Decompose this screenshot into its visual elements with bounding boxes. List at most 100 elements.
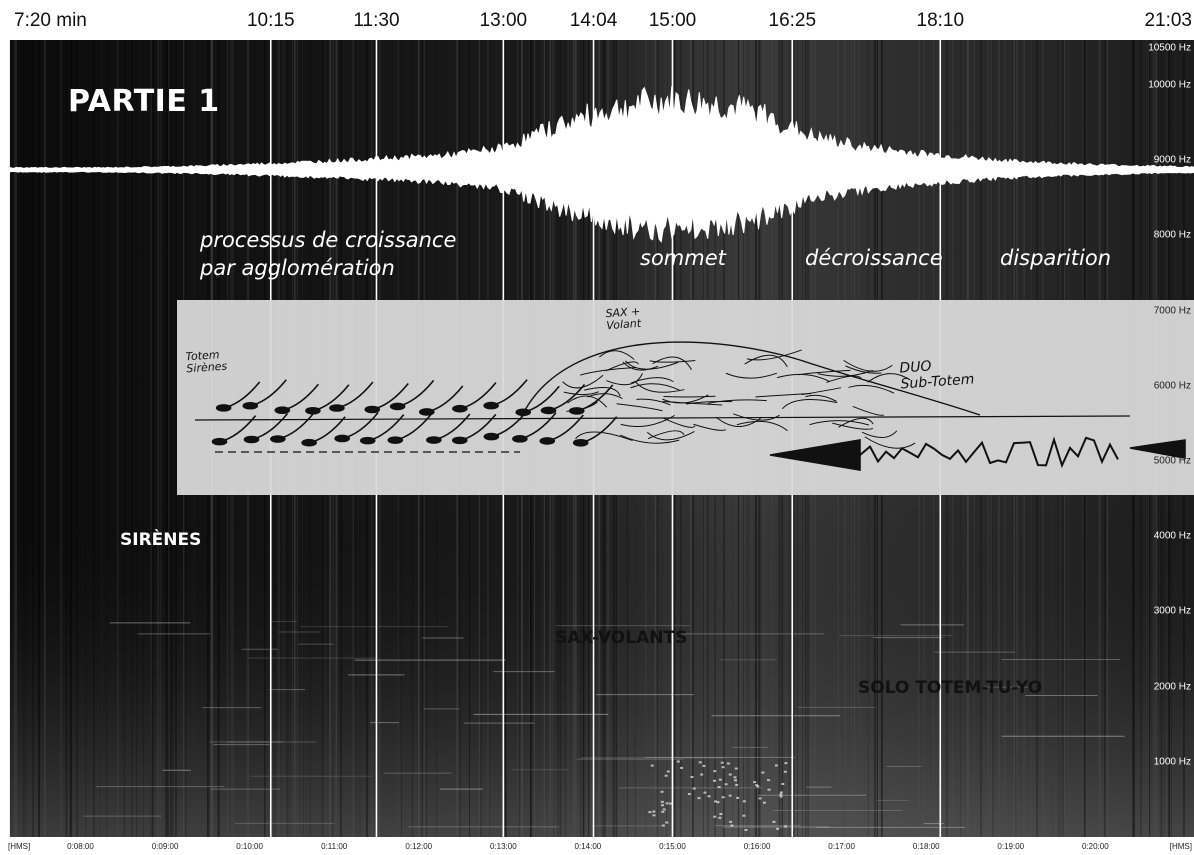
siren-note-head xyxy=(539,437,556,445)
cloud-scribble xyxy=(584,386,621,397)
climax-partial xyxy=(692,787,696,790)
cloud-scribble xyxy=(636,398,671,406)
cloud-scribble xyxy=(662,417,696,428)
siren-note-head xyxy=(540,406,557,415)
siren-note-head xyxy=(215,404,232,412)
climax-partial xyxy=(664,774,668,777)
cloud-scribble xyxy=(809,420,870,426)
cloud-scribble xyxy=(848,384,895,394)
frequency-tick-label: 8000 Hz xyxy=(1153,229,1191,241)
frequency-tick-label: 4000 Hz xyxy=(1153,530,1191,542)
time-tick-label: 0:15:00 xyxy=(659,842,686,851)
climax-partial xyxy=(784,762,788,765)
climax-partial xyxy=(721,796,725,799)
climax-partial xyxy=(713,815,717,818)
cloud-scribble xyxy=(838,417,874,428)
time-tick-label: 0:16:00 xyxy=(743,842,771,851)
time-tick-label: 0:10:00 xyxy=(236,842,263,851)
cloud-scribble xyxy=(605,361,639,372)
climax-partial xyxy=(781,783,785,786)
siren-note-head xyxy=(572,438,589,447)
climax-partial xyxy=(666,770,670,773)
cloud-scribble xyxy=(805,394,837,402)
climax-partial xyxy=(660,790,664,793)
climax-partial xyxy=(744,829,748,832)
climax-partial xyxy=(776,827,780,830)
climax-partial xyxy=(733,776,737,779)
cloud-scribble xyxy=(817,369,873,377)
siren-note-head xyxy=(483,432,500,441)
cloud-scribble xyxy=(646,431,695,441)
climax-partial xyxy=(702,764,706,767)
waveform-envelope xyxy=(9,86,1194,243)
frequency-tick-label: 9000 Hz xyxy=(1153,154,1191,166)
cloud-scribble xyxy=(867,373,911,383)
climax-partial xyxy=(772,820,776,823)
score-overlay-panel xyxy=(177,300,1194,495)
time-tick-label: 0:11:00 xyxy=(321,842,348,851)
frequency-tick-label: 1000 Hz xyxy=(1153,756,1191,768)
climax-partial xyxy=(680,766,684,769)
siren-note-head xyxy=(274,406,291,415)
time-marker-label: 10:15 xyxy=(246,10,295,31)
climax-partial xyxy=(713,779,717,782)
climax-partial xyxy=(718,778,722,781)
siren-note-head xyxy=(211,437,228,446)
climax-partial xyxy=(756,785,760,788)
climax-partial xyxy=(661,824,665,827)
climax-partial xyxy=(742,800,746,803)
climax-partial xyxy=(730,824,734,827)
siren-note-head xyxy=(418,408,435,416)
climax-partial xyxy=(779,793,783,796)
siren-note-head xyxy=(334,434,350,443)
cloud-scribble xyxy=(663,395,716,398)
time-tick-label: 0:09:00 xyxy=(151,842,179,851)
climax-partial xyxy=(660,800,664,803)
cloud-scribble xyxy=(733,413,780,421)
siren-note-head xyxy=(305,406,321,415)
cloud-scribble xyxy=(620,414,675,427)
graphic-score-sketch xyxy=(194,341,1186,471)
siren-note-head xyxy=(389,402,406,411)
cloud-scribble xyxy=(625,360,679,370)
climax-partial xyxy=(652,810,656,813)
cloud-scribble xyxy=(707,399,767,404)
frequency-tick-label: 10000 Hz xyxy=(1148,79,1191,91)
cloud-scribble xyxy=(852,406,885,416)
siren-note-head xyxy=(512,435,528,443)
cloud-scribble xyxy=(634,381,685,393)
time-tick-label: 0:18:00 xyxy=(912,842,940,851)
climax-partial xyxy=(652,814,656,817)
climax-partial xyxy=(720,761,724,764)
frequency-tick-label: 2000 Hz xyxy=(1153,681,1191,693)
climax-partial xyxy=(719,813,723,816)
climax-partial xyxy=(761,771,765,774)
climax-partial xyxy=(700,773,704,776)
climax-partial xyxy=(724,783,728,786)
time-marker-label: 7:20 min xyxy=(14,10,87,31)
time-tick-label: 0:20:00 xyxy=(1081,842,1109,851)
cloud-scribble xyxy=(562,374,604,389)
cloud-scribble xyxy=(744,354,788,368)
climax-partial xyxy=(784,825,788,828)
siren-note-head xyxy=(483,401,499,410)
section-title: PARTIE 1 xyxy=(68,84,220,119)
frequency-tick-label: 10500 Hz xyxy=(1148,42,1191,54)
climax-partial xyxy=(665,802,669,805)
cloud-scribble xyxy=(649,359,696,363)
climax-partial xyxy=(767,779,771,782)
cloud-scribble xyxy=(685,400,733,405)
climax-partial xyxy=(728,794,732,797)
phase-peak-label: sommet xyxy=(640,246,726,270)
cloud-scribble xyxy=(575,431,633,442)
climax-partial xyxy=(707,795,711,798)
cloud-scribble xyxy=(801,387,842,396)
cloud-scribble xyxy=(861,430,898,439)
cloud-scribble xyxy=(781,399,838,410)
climax-partial xyxy=(729,820,733,823)
cloud-scribble xyxy=(567,395,608,408)
siren-note-head xyxy=(364,405,381,414)
siren-note-head xyxy=(359,436,376,445)
